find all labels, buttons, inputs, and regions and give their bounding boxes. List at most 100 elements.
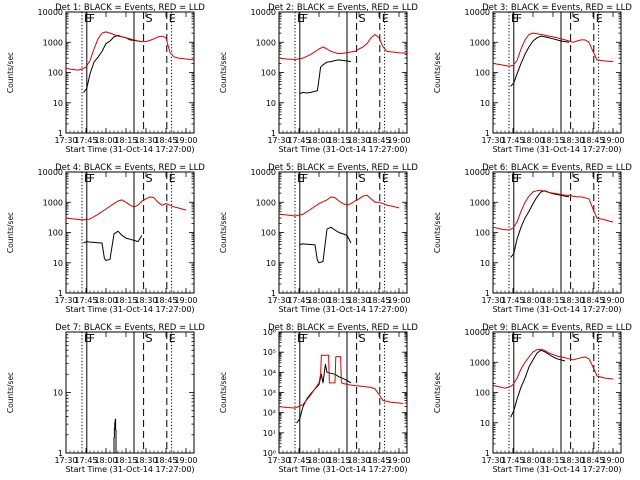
y-tick-label: 10000 — [38, 8, 63, 17]
y-tick-label: 1000 — [256, 198, 276, 207]
x-tick-label: 18:30 — [561, 136, 584, 145]
y-tick-label: 10⁴ — [263, 368, 276, 377]
y-tick-label: 10000 — [251, 168, 276, 177]
series-events-line — [510, 349, 566, 418]
marker-label: E — [511, 332, 518, 345]
x-tick-label: 18:30 — [561, 456, 584, 465]
y-tick-label: 10000 — [465, 8, 490, 17]
x-tick-label: 18:15 — [327, 136, 350, 145]
y-axis-label: Counts/sec — [219, 372, 228, 413]
series-group — [113, 418, 117, 453]
series-lld-line — [279, 194, 400, 217]
x-axis-label: Start Time (31-Oct-14 17:27:00) — [278, 145, 407, 154]
marker-label: E — [511, 172, 518, 185]
x-tick-label: 17:45 — [74, 136, 97, 145]
y-tick-label: 100 — [261, 229, 276, 238]
marker-label: E — [297, 172, 304, 185]
panel-det-9: 1 10 100 1000 10000 17:3017:4518:0018:1518:30… — [433, 323, 632, 474]
panel-det-5: 1 10 100 1000 10000 17:3017:4518:0018:1518:30… — [219, 163, 418, 314]
x-tick-label: 18:15 — [327, 296, 350, 305]
y-tick-label: 100 — [261, 69, 276, 78]
y-tick-label: 10000 — [465, 168, 490, 177]
x-tick-label: 18:00 — [94, 456, 117, 465]
panel-det-6: 1 10 100 1000 10000 17:3017:4518:0018:1518:30… — [433, 163, 632, 314]
y-tick-label: 1 — [271, 129, 276, 138]
series-lld-line — [493, 189, 614, 231]
x-tick-label: 19:00 — [174, 136, 197, 145]
x-tick-label: 18:00 — [307, 136, 330, 145]
x-tick-label: 18:15 — [541, 136, 564, 145]
y-axis-label: Counts/sec — [219, 212, 228, 253]
x-tick-label: 17:30 — [267, 456, 290, 465]
x-tick-label: 18:30 — [561, 296, 584, 305]
x-tick-label: 19:00 — [601, 456, 624, 465]
y-tick-label: 10 — [480, 259, 490, 268]
x-tick-label: 18:15 — [541, 296, 564, 305]
x-tick-label: 18:00 — [521, 296, 544, 305]
marker-label: E — [511, 12, 518, 25]
marker-label: F — [89, 172, 95, 185]
y-tick-label: 1 — [58, 289, 63, 298]
panel-det-3: 1 10 100 1000 10000 17:3017:4518:0018:1518:30… — [433, 3, 632, 154]
panel-title: Det 2: BLACK = Events, RED = LLD — [268, 3, 418, 13]
series-lld-line — [66, 196, 187, 221]
x-tick-label: 18:15 — [541, 456, 564, 465]
panel-title: Det 1: BLACK = Events, RED = LLD — [55, 3, 205, 13]
y-tick-label: 10 — [480, 419, 490, 428]
series-events-line — [83, 230, 143, 261]
y-tick-label: 10 — [53, 99, 63, 108]
series-group — [493, 348, 614, 418]
marker-label: S — [573, 332, 580, 345]
series-group — [493, 32, 614, 87]
y-tick-label: 10000 — [465, 328, 490, 337]
x-tick-label: 18:30 — [347, 456, 370, 465]
x-tick-label: 18:45 — [154, 456, 177, 465]
marker-label: E — [596, 12, 603, 25]
y-tick-label: 1 — [58, 449, 63, 458]
marker-label: E — [297, 12, 304, 25]
x-tick-label: 19:00 — [601, 296, 624, 305]
series-events-line — [299, 59, 352, 95]
y-tick-label: 100 — [475, 389, 490, 398]
y-axis-label: Counts/sec — [6, 372, 15, 413]
series-group — [66, 196, 187, 261]
y-axis-label: Counts/sec — [433, 212, 442, 253]
panel-title: Det 3: BLACK = Events, RED = LLD — [482, 3, 632, 13]
series-events-line — [113, 418, 117, 453]
marker-label: F — [89, 12, 95, 25]
y-axis-label: Counts/sec — [433, 372, 442, 413]
marker-label: E — [596, 332, 603, 345]
x-axis-label: Start Time (31-Oct-14 17:27:00) — [65, 305, 194, 314]
x-tick-label: 17:30 — [481, 296, 504, 305]
panel-title: Det 5: BLACK = Events, RED = LLD — [268, 163, 418, 173]
series-events-line — [299, 226, 352, 264]
y-axis-label: Counts/sec — [6, 52, 15, 93]
marker-label: E — [382, 12, 389, 25]
x-tick-label: 17:30 — [54, 296, 77, 305]
marker-label: F — [302, 172, 308, 185]
x-tick-label: 17:30 — [267, 296, 290, 305]
y-tick-label: 10 — [53, 259, 63, 268]
x-tick-label: 17:45 — [501, 456, 524, 465]
y-tick-label: 100 — [48, 229, 63, 238]
x-tick-label: 19:00 — [387, 456, 410, 465]
x-tick-label: 19:00 — [387, 296, 410, 305]
x-tick-label: 18:45 — [581, 456, 604, 465]
y-tick-label: 10 — [53, 389, 63, 398]
panel-det-2: 1 10 100 1000 10000 17:3017:4518:0018:1518:30… — [219, 3, 418, 154]
x-tick-label: 18:15 — [114, 136, 137, 145]
x-tick-label: 17:45 — [501, 136, 524, 145]
series-lld-line — [66, 31, 194, 71]
marker-label: E — [297, 332, 304, 345]
marker-label: F — [516, 332, 522, 345]
x-tick-label: 19:00 — [601, 136, 624, 145]
y-tick-label: 10 — [480, 99, 490, 108]
series-group — [493, 189, 614, 258]
panel-title: Det 4: BLACK = Events, RED = LLD — [55, 163, 205, 173]
series-group — [279, 194, 400, 264]
y-tick-label: 1000 — [470, 198, 490, 207]
x-tick-label: 18:30 — [134, 296, 157, 305]
marker-label: E — [596, 172, 603, 185]
x-tick-label: 19:00 — [387, 136, 410, 145]
marker-label: F — [302, 332, 308, 345]
